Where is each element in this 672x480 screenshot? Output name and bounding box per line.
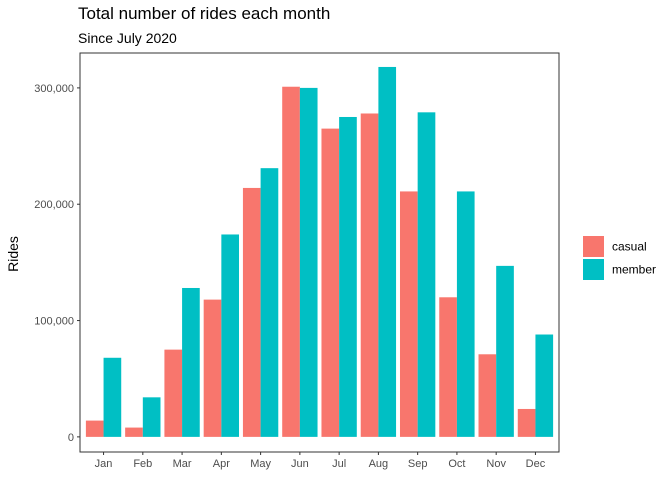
bar-casual-apr <box>203 299 222 437</box>
x-tick-label-apr: Apr <box>213 458 230 470</box>
x-tick-label-sep: Sep <box>408 458 428 470</box>
bar-member-mar <box>182 287 200 437</box>
bar-member-dec <box>535 334 554 437</box>
x-tick-label-jan: Jan <box>95 458 113 470</box>
legend-label-member: member <box>612 263 656 277</box>
bar-casual-feb <box>125 427 143 437</box>
legend-key-member <box>583 259 604 280</box>
bars-group <box>85 66 554 437</box>
bar-casual-dec <box>517 408 536 437</box>
bar-casual-jul <box>321 128 340 437</box>
bar-casual-oct <box>439 297 457 437</box>
bar-member-jan <box>103 357 122 437</box>
x-axis: Jan Feb Mar Apr May Jun Jul Aug Sep Oct Nov Dec <box>95 452 546 470</box>
y-tick-label: 200,000 <box>34 199 74 211</box>
bar-member-may <box>260 168 279 437</box>
y-tick-label: 100,000 <box>34 316 74 328</box>
legend-key-casual <box>583 236 604 257</box>
bar-member-nov <box>496 265 514 437</box>
x-tick-label-aug: Aug <box>369 458 389 470</box>
bar-member-sep <box>417 112 436 437</box>
legend: casual member <box>583 236 656 280</box>
x-tick-label-oct: Oct <box>448 458 465 470</box>
bar-casual-sep <box>399 191 418 437</box>
y-tick-label: 0 <box>68 432 74 444</box>
bar-casual-aug <box>360 113 379 437</box>
legend-label-casual: casual <box>612 240 647 254</box>
x-tick-label-jun: Jun <box>291 458 309 470</box>
chart-title: Total number of rides each month <box>78 4 331 23</box>
bar-casual-mar <box>164 349 183 437</box>
x-tick-label-feb: Feb <box>133 458 152 470</box>
bar-member-aug <box>378 66 397 437</box>
bar-member-oct <box>456 191 475 437</box>
x-tick-label-jul: Jul <box>332 458 346 470</box>
bar-casual-jan <box>85 420 104 437</box>
bar-casual-jun <box>282 86 300 437</box>
bar-casual-may <box>242 187 261 437</box>
x-tick-label-nov: Nov <box>486 458 506 470</box>
x-tick-label-mar: Mar <box>173 458 192 470</box>
bar-member-jul <box>339 116 357 437</box>
bar-casual-nov <box>478 354 497 437</box>
x-tick-label-may: May <box>250 458 271 470</box>
bar-member-apr <box>221 234 240 437</box>
bar-member-feb <box>142 397 161 437</box>
y-tick-label: 300,000 <box>34 83 74 95</box>
x-tick-label-dec: Dec <box>526 458 546 470</box>
bar-member-jun <box>299 87 318 437</box>
y-axis-title: Rides <box>5 236 21 272</box>
plot-panel-border <box>79 52 560 453</box>
y-axis: 0 100,000 200,000 300,000 <box>34 83 80 444</box>
chart-subtitle: Since July 2020 <box>78 30 177 46</box>
